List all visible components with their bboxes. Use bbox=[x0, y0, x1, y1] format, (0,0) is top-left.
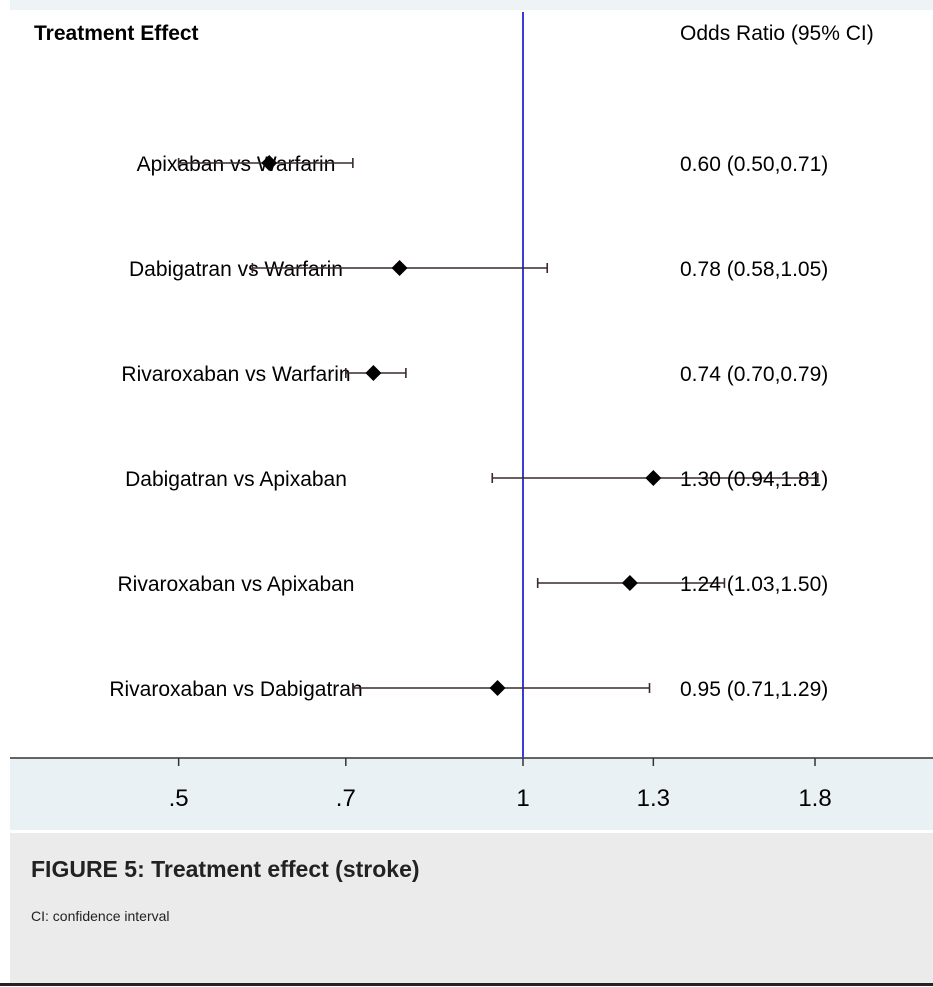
x-tick-label: 1.3 bbox=[637, 785, 670, 812]
odds-ratio-marker bbox=[621, 575, 638, 591]
odds-ratio-value: 0.78 (0.58,1.05) bbox=[680, 258, 828, 281]
top-strip bbox=[10, 0, 933, 10]
row-label: Dabigatran vs Apixaban bbox=[125, 468, 347, 491]
row-label: Apixaban vs Warfarin bbox=[137, 153, 336, 176]
odds-ratio-header: Odds Ratio (95% CI) bbox=[680, 22, 874, 45]
row-label: Rivaroxaban vs Apixaban bbox=[118, 573, 355, 596]
odds-ratio-value: 0.60 (0.50,0.71) bbox=[680, 153, 828, 176]
row-label: Dabigatran vs Warfarin bbox=[129, 258, 343, 281]
odds-ratio-value: 1.24 (1.03,1.50) bbox=[680, 573, 828, 596]
odds-ratio-value: 1.30 (0.94,1.81) bbox=[680, 468, 828, 491]
odds-ratio-marker bbox=[489, 680, 506, 696]
bottom-rule bbox=[0, 983, 933, 986]
x-tick-label: .5 bbox=[169, 785, 189, 812]
treatment-effect-header: Treatment Effect bbox=[34, 22, 199, 45]
odds-ratio-marker bbox=[645, 470, 662, 486]
figure-caption-title: FIGURE 5: Treatment effect (stroke) bbox=[31, 856, 420, 882]
caption-box: FIGURE 5: Treatment effect (stroke) CI: … bbox=[10, 833, 933, 983]
row-label: Rivaroxaban vs Dabigatran bbox=[109, 678, 362, 701]
x-axis-band bbox=[10, 758, 933, 830]
x-tick-label: 1.8 bbox=[798, 785, 831, 812]
x-tick-label: .7 bbox=[336, 785, 356, 812]
odds-ratio-value: 0.74 (0.70,0.79) bbox=[680, 363, 828, 386]
odds-ratio-value: 0.95 (0.71,1.29) bbox=[680, 678, 828, 701]
odds-ratio-marker bbox=[391, 260, 408, 276]
odds-ratio-marker bbox=[261, 155, 278, 171]
forest-plot: Treatment Effect Odds Ratio (95% CI) .5 .7 1… bbox=[10, 12, 933, 830]
row-label: Rivaroxaban vs Warfarin bbox=[121, 363, 350, 386]
figure-caption-note: CI: confidence interval bbox=[31, 908, 170, 924]
x-tick-label: 1 bbox=[516, 785, 529, 812]
odds-ratio-marker bbox=[365, 365, 382, 381]
